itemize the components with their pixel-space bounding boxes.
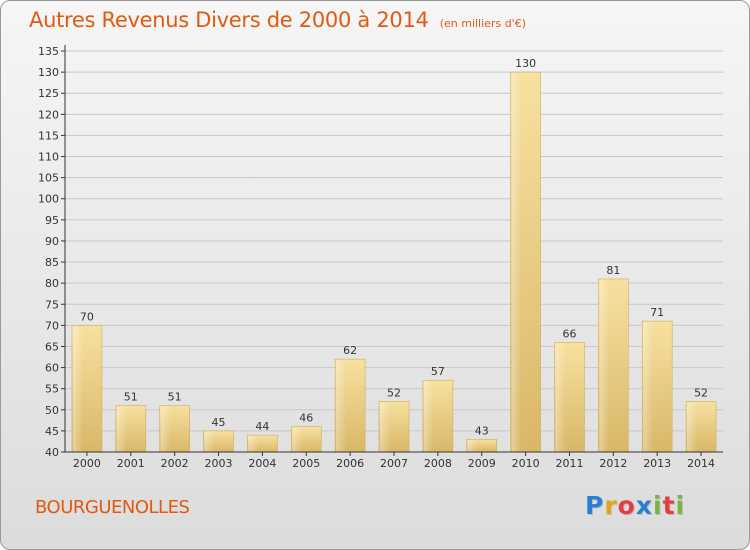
logo-letter: r: [604, 491, 618, 520]
y-tick-label: 110: [38, 151, 59, 164]
data-label: 45: [212, 416, 226, 429]
y-tick-label: 40: [45, 446, 59, 459]
y-tick-label: 135: [38, 45, 59, 58]
data-label: 52: [694, 386, 708, 399]
x-tick-label: 2001: [117, 457, 145, 470]
bar-highlight: [599, 279, 610, 452]
x-tick-label: 2002: [161, 457, 189, 470]
bar-highlight: [292, 427, 303, 452]
data-label: 46: [299, 412, 313, 425]
y-tick-label: 100: [38, 193, 59, 206]
y-tick-label: 105: [38, 172, 59, 185]
data-label: 51: [124, 391, 138, 404]
y-tick-label: 45: [45, 425, 59, 438]
bar-highlight: [204, 431, 215, 452]
logo-letter: x: [635, 491, 653, 520]
data-label: 57: [431, 365, 445, 378]
x-tick-label: 2014: [687, 457, 715, 470]
bars: 70 51 51 45 44 46 62 52 57 43 130 66 81 71 52: [71, 57, 717, 453]
logo-letter: t: [662, 491, 676, 520]
bar-highlight: [511, 73, 522, 453]
bar-highlight: [423, 381, 434, 452]
y-tick-label: 115: [38, 129, 59, 142]
bar-highlight: [380, 402, 390, 452]
y-tick-label: 75: [45, 298, 59, 311]
data-label: 44: [255, 420, 269, 433]
x-tick-label: 2013: [643, 457, 671, 470]
y-tick-label: 60: [45, 362, 59, 375]
data-label: 81: [606, 264, 620, 277]
y-tick-label: 90: [45, 235, 59, 248]
data-label: 51: [168, 391, 182, 404]
bar-highlight: [643, 322, 654, 452]
bar-highlight: [555, 343, 566, 452]
y-tick-label: 120: [38, 108, 59, 121]
data-label: 43: [475, 424, 489, 437]
x-tick-label: 2004: [248, 457, 276, 470]
x-tick-label: 2005: [292, 457, 320, 470]
logo-letter: o: [617, 491, 636, 520]
y-tick-label: 55: [45, 383, 59, 396]
data-label: 66: [562, 327, 576, 340]
y-tick-label: 80: [45, 277, 59, 290]
place-name: BOURGUENOLLES: [35, 497, 190, 518]
data-label: 52: [387, 386, 401, 399]
logo-letter: P: [585, 491, 605, 520]
y-tick-label: 70: [45, 319, 59, 332]
x-tick-label: 2008: [424, 457, 452, 470]
y-tick-label: 65: [45, 340, 59, 353]
x-tick-label: 2009: [468, 457, 496, 470]
y-tick-label: 130: [38, 66, 59, 79]
chart-title: Autres Revenus Divers de 2000 à 2014: [29, 8, 429, 32]
x-tick-label: 2011: [555, 457, 583, 470]
bar-highlight: [116, 406, 127, 452]
x-tick-label: 2010: [512, 457, 540, 470]
data-label: 62: [343, 344, 357, 357]
bar-highlight: [160, 406, 171, 452]
axes: 40 45 50 55 60 65 70 75 80 85 90 95 100 105 110 115 120 1…: [38, 45, 723, 470]
proxiti-logo: Proxiti: [585, 491, 685, 520]
x-tick-label: 2000: [73, 457, 101, 470]
bar-highlight: [72, 326, 83, 452]
bar-highlight: [687, 402, 698, 452]
y-tick-label: 95: [45, 214, 59, 227]
x-tick-label: 2003: [205, 457, 233, 470]
chart-subtitle: (en milliers d'€): [439, 17, 526, 30]
logo-letter: i: [675, 491, 686, 520]
y-tick-label: 50: [45, 404, 59, 417]
bar-highlight: [336, 360, 347, 452]
data-label: 71: [650, 306, 664, 319]
logo-letter: i: [653, 491, 663, 520]
bar-highlight: [248, 436, 259, 452]
y-tick-label: 125: [38, 87, 59, 100]
x-tick-label: 2007: [380, 457, 408, 470]
x-tick-label: 2012: [599, 457, 627, 470]
bar-highlight: [467, 440, 478, 452]
data-label: 70: [80, 310, 94, 323]
y-tick-label: 85: [45, 256, 59, 269]
chart-title-block: Autres Revenus Divers de 2000 à 2014 (en…: [29, 8, 526, 32]
data-label: 130: [515, 57, 536, 70]
x-tick-label: 2006: [336, 457, 364, 470]
